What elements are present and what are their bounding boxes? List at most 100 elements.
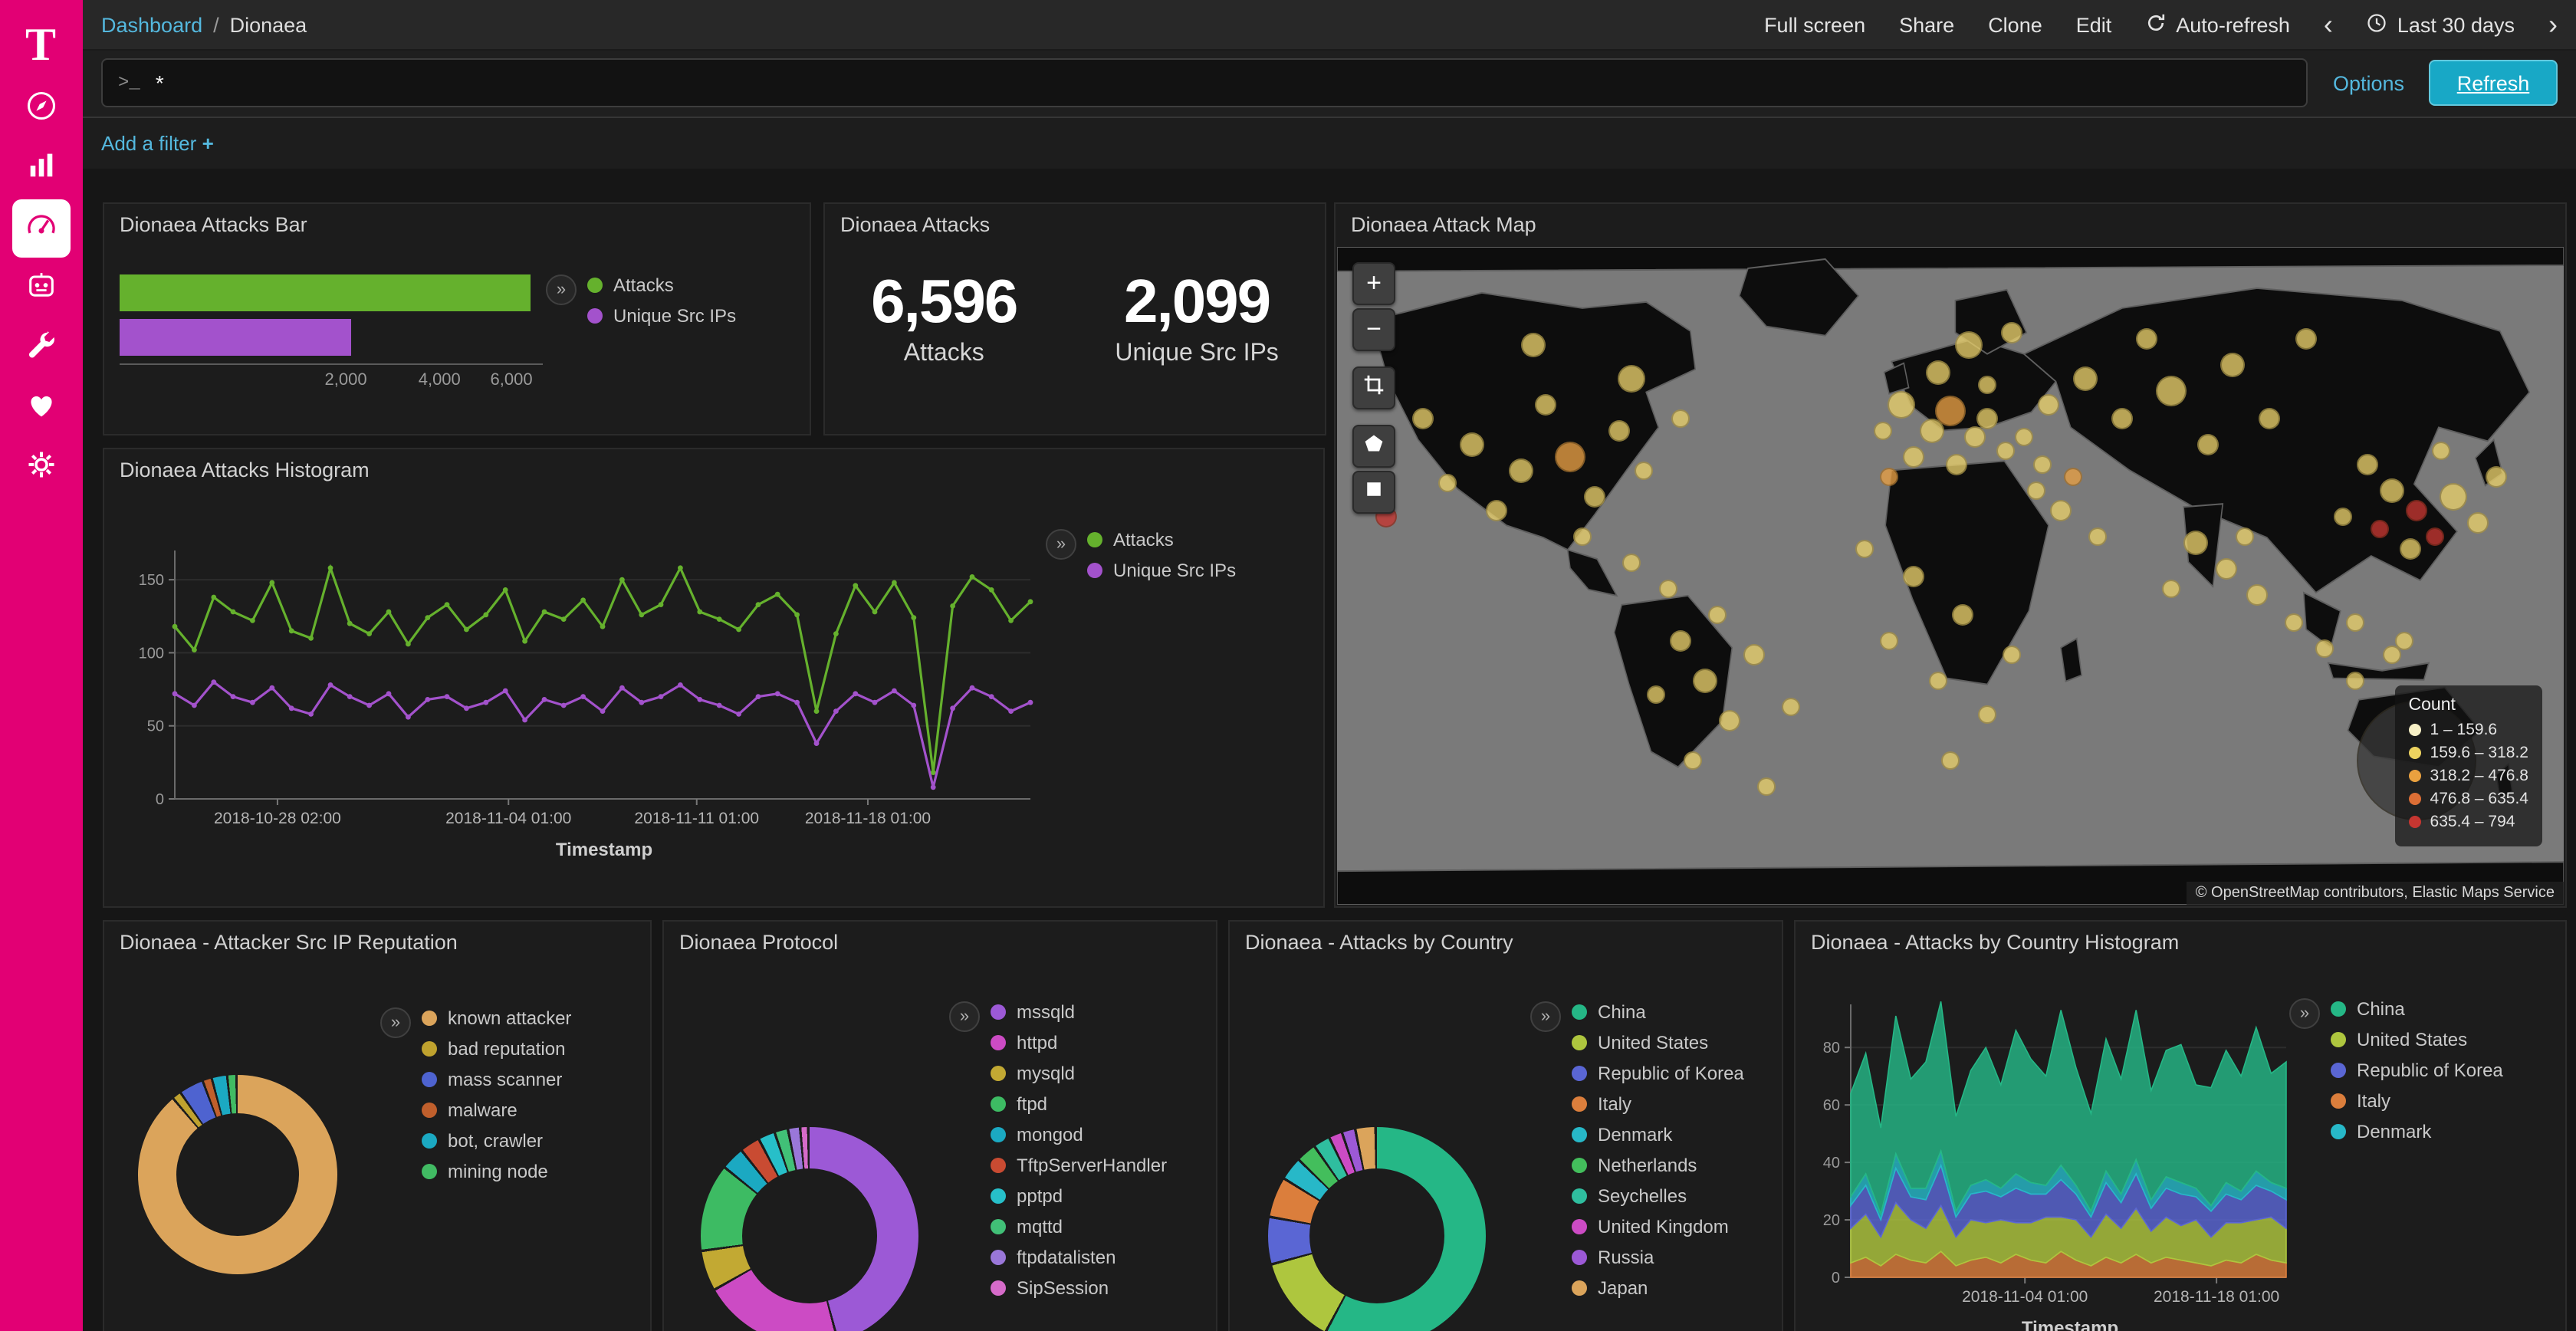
panel-title[interactable]: Dionaea Attacks Histogram: [120, 458, 370, 481]
map-marker[interactable]: [1874, 422, 1892, 441]
sidebar-item-honeypot[interactable]: [12, 259, 71, 317]
map-marker[interactable]: [1438, 474, 1457, 493]
breadcrumb-dashboard-link[interactable]: Dashboard: [101, 13, 203, 36]
sidebar-item-dashboard[interactable]: [12, 199, 71, 258]
legend-item[interactable]: Netherlands: [1572, 1155, 1744, 1176]
map-marker[interactable]: [1584, 486, 1605, 508]
legend-item[interactable]: mining node: [422, 1161, 571, 1182]
legend-toggle[interactable]: »: [949, 1001, 980, 1032]
map-marker[interactable]: [1671, 409, 1690, 428]
legend-item[interactable]: Republic of Korea: [2331, 1060, 2503, 1081]
time-forward-chevron[interactable]: ›: [2548, 9, 2558, 40]
map-marker[interactable]: [1460, 432, 1484, 457]
map-marker[interactable]: [1757, 777, 1776, 796]
map-marker[interactable]: [2246, 584, 2268, 606]
map-marker[interactable]: [1952, 604, 1973, 626]
map-marker[interactable]: [1608, 420, 1630, 442]
map-marker[interactable]: [2426, 527, 2444, 546]
reputation-donut-chart[interactable]: [138, 1075, 337, 1274]
map-marker[interactable]: [2334, 507, 2352, 526]
map-marker[interactable]: [2064, 468, 2082, 487]
legend-item[interactable]: 1 – 159.6: [2408, 721, 2528, 739]
draw-rectangle-button[interactable]: [1352, 471, 1395, 514]
bar-attacks[interactable]: [120, 274, 531, 311]
time-back-chevron[interactable]: ‹: [2323, 9, 2333, 40]
auto-refresh-button[interactable]: Auto-refresh: [2145, 12, 2290, 38]
map-marker[interactable]: [2371, 520, 2389, 539]
map-marker[interactable]: [1935, 396, 1966, 427]
legend-item[interactable]: mongod: [991, 1124, 1167, 1145]
map-marker[interactable]: [2315, 639, 2334, 658]
legend-item[interactable]: ftpd: [991, 1093, 1167, 1115]
map-marker[interactable]: [1964, 426, 1986, 449]
map-marker[interactable]: [1855, 540, 1874, 559]
query-input[interactable]: >_ *: [101, 58, 2308, 107]
legend-item[interactable]: Russia: [1572, 1247, 1744, 1268]
legend-item[interactable]: Denmark: [2331, 1121, 2503, 1142]
legend-item[interactable]: 476.8 – 635.4: [2408, 790, 2528, 808]
zoom-out-button[interactable]: −: [1352, 308, 1395, 351]
legend-item[interactable]: Attacks: [587, 274, 736, 296]
map-marker[interactable]: [1693, 669, 1717, 694]
legend-item[interactable]: pptpd: [991, 1185, 1167, 1207]
legend-item[interactable]: 635.4 – 794: [2408, 813, 2528, 831]
country-donut-chart[interactable]: [1268, 1127, 1486, 1331]
map-marker[interactable]: [2003, 645, 2021, 664]
refresh-button[interactable]: Refresh: [2429, 60, 2558, 106]
legend-item[interactable]: United States: [1572, 1032, 1744, 1053]
sidebar-item-dev-tools[interactable]: [12, 319, 71, 377]
sidebar-item-monitoring[interactable]: [12, 379, 71, 437]
map-marker[interactable]: [2432, 441, 2450, 460]
map-marker[interactable]: [2073, 366, 2098, 391]
map-marker[interactable]: [1880, 468, 1898, 487]
panel-title[interactable]: Dionaea Protocol: [679, 931, 839, 954]
map-marker[interactable]: [1647, 685, 1665, 704]
legend-item[interactable]: 159.6 – 318.2: [2408, 744, 2528, 762]
map-marker[interactable]: [1622, 553, 1641, 572]
map-marker[interactable]: [1926, 360, 1950, 384]
draw-polygon-button[interactable]: [1352, 425, 1395, 468]
map-marker[interactable]: [2197, 433, 2219, 455]
legend-item[interactable]: bot, crawler: [422, 1130, 571, 1152]
map-marker[interactable]: [2220, 353, 2245, 378]
map-marker[interactable]: [2156, 376, 2187, 407]
map-marker[interactable]: [2346, 613, 2364, 632]
legend-item[interactable]: Italy: [1572, 1093, 1744, 1115]
map-marker[interactable]: [1903, 565, 1924, 587]
sidebar-item-visualize[interactable]: [12, 140, 71, 198]
map-marker[interactable]: [2027, 481, 2045, 500]
map-marker[interactable]: [1521, 333, 1546, 358]
map-marker[interactable]: [1978, 705, 1996, 724]
panel-title[interactable]: Dionaea Attack Map: [1351, 213, 1536, 236]
map-marker[interactable]: [2486, 466, 2507, 488]
panel-title[interactable]: Dionaea - Attacks by Country: [1245, 931, 1513, 954]
legend-toggle[interactable]: »: [380, 1007, 411, 1038]
legend-item[interactable]: Italy: [2331, 1090, 2503, 1112]
map-marker[interactable]: [1670, 630, 1691, 652]
legend-toggle[interactable]: »: [2289, 998, 2320, 1029]
map-marker[interactable]: [2111, 407, 2133, 429]
map-marker[interactable]: [1719, 709, 1740, 731]
map-marker[interactable]: [2088, 527, 2107, 546]
map-marker[interactable]: [2400, 538, 2421, 560]
map-marker[interactable]: [2467, 512, 2489, 534]
legend-item[interactable]: malware: [422, 1099, 571, 1121]
panel-title[interactable]: Dionaea - Attacks by Country Histogram: [1811, 931, 2180, 954]
map-marker[interactable]: [2136, 328, 2157, 350]
map-marker[interactable]: [1659, 580, 1677, 599]
legend-item[interactable]: Denmark: [1572, 1124, 1744, 1145]
add-filter-link[interactable]: Add a filter +: [101, 132, 214, 155]
map-marker[interactable]: [1888, 390, 1915, 419]
edit-button[interactable]: Edit: [2075, 13, 2112, 36]
map-marker[interactable]: [1996, 441, 2015, 460]
panel-title[interactable]: Dionaea Attacks: [840, 213, 991, 236]
map-marker[interactable]: [1618, 364, 1645, 393]
legend-item[interactable]: TftpServerHandler: [991, 1155, 1167, 1176]
legend-item[interactable]: 318.2 – 476.8: [2408, 767, 2528, 785]
map-marker[interactable]: [2285, 613, 2303, 632]
legend-item[interactable]: Unique Src IPs: [1087, 560, 1236, 581]
map-marker[interactable]: [1955, 331, 1983, 360]
map-marker[interactable]: [1708, 606, 1727, 625]
query-options-link[interactable]: Options: [2332, 71, 2404, 94]
map-marker[interactable]: [2015, 428, 2033, 447]
